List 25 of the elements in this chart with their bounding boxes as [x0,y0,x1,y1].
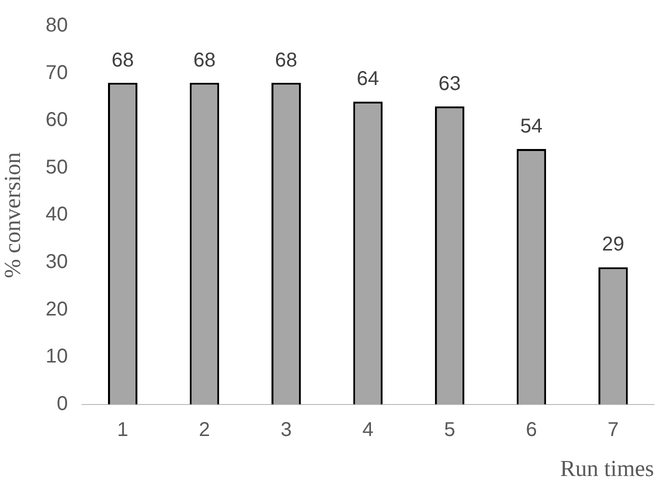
y-tick-label: 60 [46,109,68,132]
y-axis-title: % conversion [0,152,25,278]
y-tick-label: 40 [46,204,68,226]
y-tick-label: 80 [46,14,68,37]
data-label: 68 [275,49,298,72]
x-tick-label: 4 [362,418,374,441]
y-tick-label: 0 [56,392,68,415]
y-tick-label: 50 [46,156,68,178]
x-tick-label: 6 [526,418,537,441]
data-label: 29 [602,234,624,256]
x-tick-label: 3 [280,418,292,441]
x-tick-label: 2 [198,418,210,441]
x-tick-label: 7 [608,418,619,441]
data-label: 64 [356,68,380,90]
x-axis-title: Run times [560,456,654,482]
y-tick-label: 20 [46,298,68,320]
x-tick-label: 1 [117,418,128,441]
y-tick-label: 10 [46,346,68,368]
y-tick-label: 70 [46,62,68,84]
data-label: 68 [112,49,134,72]
data-label: 68 [193,49,216,72]
data-label: 63 [438,72,461,95]
data-label: 54 [520,115,543,138]
y-tick-label: 30 [46,251,68,274]
x-tick-label: 5 [444,418,456,441]
